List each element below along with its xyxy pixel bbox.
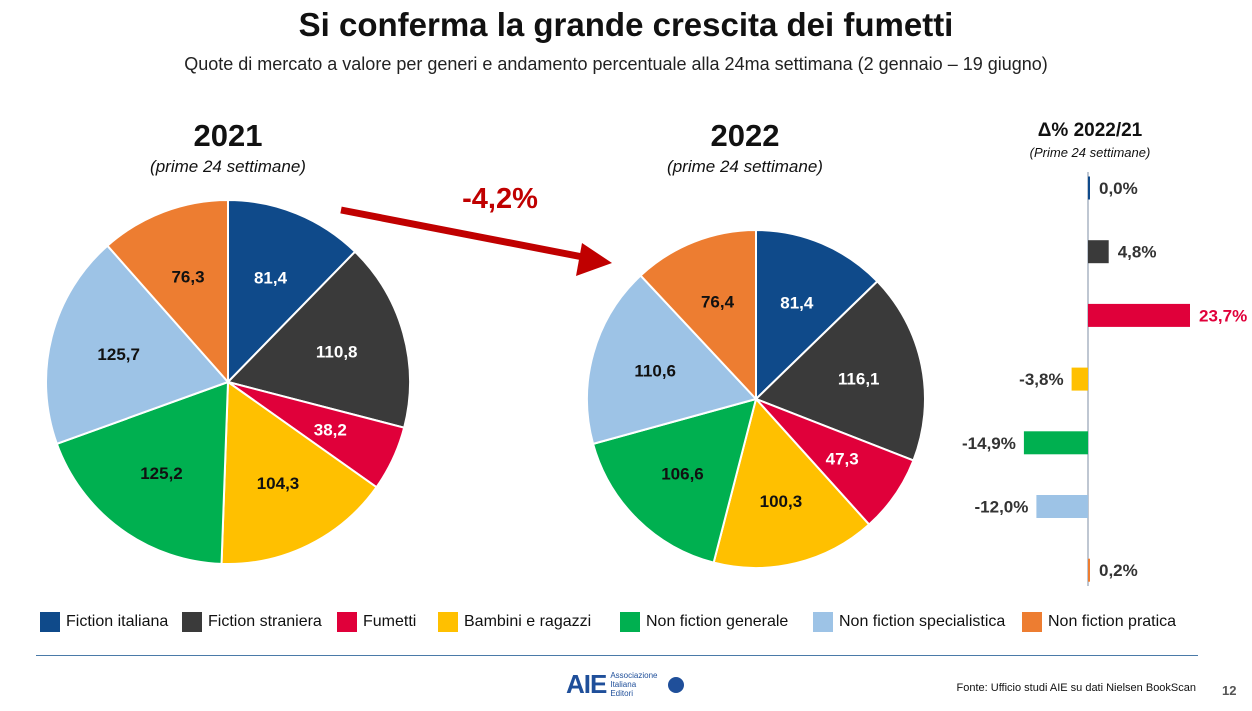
delta-bar-non-fiction-specialistica xyxy=(1036,495,1088,518)
pie-2021-slice-non-fiction-generale xyxy=(55,380,230,565)
pie-2021-title: 2021 xyxy=(193,118,263,153)
pie-2022-label-bambini-e-ragazzi: 100,3 xyxy=(760,492,803,511)
logo-mark: AIE xyxy=(566,669,607,699)
pie-2022-label-fiction-straniera: 116,1 xyxy=(838,369,880,388)
pie-2022-slice-non-fiction-generale xyxy=(591,397,758,564)
change-arrow xyxy=(340,206,612,276)
pie-2022-label-fiction-italiana: 81,4 xyxy=(780,294,814,313)
pie-2022-label-non-fiction-specialistica: 110,6 xyxy=(634,362,676,381)
legend: Fiction italiana Fiction straniera Fumetti… xyxy=(40,612,1240,642)
delta-bar-non-fiction-generale xyxy=(1023,431,1088,455)
legend-label: Non fiction generale xyxy=(646,613,789,630)
delta-label-fiction-italiana: 0,0% xyxy=(1099,179,1138,198)
legend-item-non-fiction-specialistica: Non fiction specialistica xyxy=(813,612,1005,632)
arrow-head-icon xyxy=(576,243,612,276)
pie-2022-subtitle: (prime 24 settimane) xyxy=(667,157,823,176)
delta-label-non-fiction-generale: -14,9% xyxy=(962,434,1016,453)
pie-2021-label-fiction-straniera: 110,8 xyxy=(316,343,358,362)
legend-label: Bambini e ragazzi xyxy=(464,613,592,630)
delta-chart-subtitle: (Prime 24 settimane) xyxy=(1029,145,1151,160)
pie-2022-title: 2022 xyxy=(710,118,780,153)
pie-2021-label-fiction-italiana: 81,4 xyxy=(254,269,288,288)
pie-2022-slice-bambini-e-ragazzi xyxy=(712,396,871,569)
pie-2021: 81,4 110,8 38,2 104,3 125,2 125,7 76,3 xyxy=(45,198,411,565)
legend-swatch xyxy=(813,612,833,632)
pie-2021-slice-fiction-straniera xyxy=(226,250,411,429)
legend-item-fiction-straniera: Fiction straniera xyxy=(182,612,322,632)
delta-bar-bambini-e-ragazzi xyxy=(1071,367,1088,391)
delta-bar-non-fiction-pratica xyxy=(1088,558,1090,582)
source-note: Fonte: Ufficio studi AIE su dati Nielsen… xyxy=(956,682,1196,694)
delta-bar-chart: 0,0% 4,8% 23,7% -3,8% -14,9% -12,0% 0,2% xyxy=(962,172,1247,586)
pie-2022-label-fumetti: 47,3 xyxy=(826,450,859,469)
legend-swatch xyxy=(337,612,357,632)
legend-item-fiction-italiana: Fiction italiana xyxy=(40,612,168,632)
pie-2022-slice-non-fiction-specialistica xyxy=(586,274,758,446)
pie-2021-subtitle: (prime 24 settimane) xyxy=(150,157,306,176)
footer-divider xyxy=(36,655,1198,656)
pie-2022-slice-fiction-straniera xyxy=(754,279,926,462)
delta-bar-fiction-straniera xyxy=(1088,240,1109,264)
legend-label: Fiction straniera xyxy=(208,613,322,630)
legend-item-bambini-e-ragazzi: Bambini e ragazzi xyxy=(438,612,591,632)
pie-2021-slice-bambini-e-ragazzi xyxy=(220,380,378,565)
legend-swatch xyxy=(438,612,458,632)
pie-2021-label-non-fiction-generale: 125,2 xyxy=(140,464,183,483)
pie-2022-slice-non-fiction-pratica xyxy=(639,228,757,402)
legend-swatch xyxy=(620,612,640,632)
delta-label-non-fiction-specialistica: -12,0% xyxy=(975,498,1029,517)
pie-2021-slice-non-fiction-pratica xyxy=(105,198,229,385)
pie-2022-label-non-fiction-pratica: 76,4 xyxy=(701,293,735,312)
legend-item-non-fiction-generale: Non fiction generale xyxy=(620,612,788,632)
delta-label-bambini-e-ragazzi: -3,8% xyxy=(1019,370,1063,389)
page-subtitle: Quote di mercato a valore per generi e a… xyxy=(184,54,1048,74)
delta-bar-fiction-italiana xyxy=(1088,176,1090,200)
pie-2022-label-non-fiction-generale: 106,6 xyxy=(661,465,704,484)
legend-item-fumetti: Fumetti xyxy=(337,612,416,632)
pie-2022: 81,4 116,1 47,3 100,3 106,6 110,6 76,4 xyxy=(586,228,926,569)
delta-label-non-fiction-pratica: 0,2% xyxy=(1099,561,1138,580)
overall-change-label: -4,2% xyxy=(462,183,538,215)
pie-2021-label-non-fiction-pratica: 76,3 xyxy=(171,268,204,287)
delta-bar-fumetti xyxy=(1088,303,1190,327)
logo-text: Associazione Italiana Editori xyxy=(610,671,658,698)
pie-2021-label-bambini-e-ragazzi: 104,3 xyxy=(257,474,300,493)
delta-label-fiction-straniera: 4,8% xyxy=(1118,243,1157,262)
legend-label: Fiction italiana xyxy=(66,613,169,630)
legend-item-non-fiction-pratica: Non fiction pratica xyxy=(1022,612,1176,632)
pie-2021-label-fumetti: 38,2 xyxy=(314,421,347,440)
page-title: Si conferma la grande crescita dei fumet… xyxy=(298,6,954,43)
legend-label: Fumetti xyxy=(363,613,417,630)
aie-logo: AIE Associazione Italiana Editori xyxy=(566,669,685,700)
arrow-shaft xyxy=(340,206,589,262)
legend-swatch xyxy=(182,612,202,632)
pie-2021-slice-fiction-italiana xyxy=(227,198,357,385)
logo-badge-icon xyxy=(668,676,685,693)
pie-2021-label-non-fiction-specialistica: 125,7 xyxy=(97,345,140,364)
pie-2022-slice-fiction-italiana xyxy=(755,228,879,402)
legend-swatch xyxy=(1022,612,1042,632)
delta-chart-title: Δ% 2022/21 xyxy=(1037,120,1143,141)
page-number: 12 xyxy=(1222,683,1237,698)
legend-label: Non fiction pratica xyxy=(1048,613,1177,630)
pie-2021-slice-non-fiction-specialistica xyxy=(45,244,230,446)
legend-label: Non fiction specialistica xyxy=(839,613,1006,630)
delta-label-fumetti: 23,7% xyxy=(1199,306,1247,325)
legend-swatch xyxy=(40,612,60,632)
